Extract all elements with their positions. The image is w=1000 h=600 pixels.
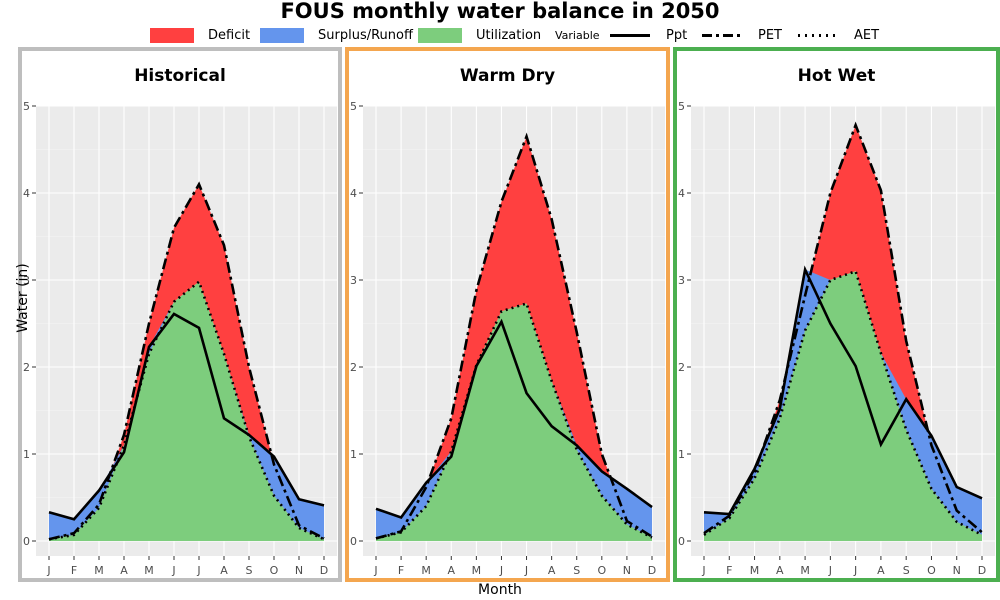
x-tick-label-0: M [94, 564, 104, 577]
x-tick-label-2: J [701, 564, 705, 577]
x-tick-label-1: D [648, 564, 656, 577]
panel-title-1: Warm Dry [459, 66, 556, 86]
legend-label-pet: PET [758, 27, 782, 43]
x-tick-label-2: N [953, 564, 961, 577]
x-tick-label-1: F [398, 564, 404, 577]
x-tick-label-0: A [220, 564, 228, 577]
y-tick-label-0: 4 [23, 187, 30, 200]
pet-line-2 [703, 121, 983, 535]
y-axis-label: Water (in) [15, 263, 31, 333]
y-tick-label-0: 2 [23, 361, 30, 374]
legend-label-utilization: Utilization [476, 27, 542, 43]
legend-item-surplus: Surplus/Runoff [260, 25, 413, 45]
panel-title-0: Historical [134, 66, 226, 86]
y-tick-label-1: 2 [350, 361, 357, 374]
x-tick-label-0: A [120, 564, 128, 577]
surplus-area-2 [704, 269, 982, 535]
x-tick-label-1: J [499, 564, 503, 577]
legend-item-deficit: Deficit [150, 25, 250, 45]
legend-item-ppt: Ppt [608, 25, 687, 45]
utilization-area-0 [49, 281, 324, 541]
x-tick-label-2: J [853, 564, 857, 577]
x-tick-label-2: F [726, 564, 732, 577]
legend-label-ppt: Ppt [666, 27, 688, 43]
x-tick-label-2: A [776, 564, 784, 577]
y-tick-label-2: 0 [678, 535, 685, 548]
y-tick-label-0: 1 [23, 448, 30, 461]
pet-line-0 [48, 181, 325, 541]
deficit-area-1 [376, 136, 652, 539]
y-tick-label-1: 1 [350, 448, 357, 461]
y-tick-label-2: 3 [678, 274, 685, 287]
x-tick-label-2: D [978, 564, 986, 577]
x-tick-label-0: M [144, 564, 154, 577]
x-tick-label-1: A [448, 564, 456, 577]
utilization-area-1 [376, 303, 652, 541]
legend-variable-title-text: Variable [555, 28, 600, 42]
y-tick-label-2: 5 [678, 100, 685, 113]
y-tick-label-0: 5 [23, 100, 30, 113]
x-tick-label-2: J [828, 564, 832, 577]
x-tick-label-2: O [927, 564, 936, 577]
x-tick-label-1: J [373, 564, 377, 577]
x-tick-label-0: J [171, 564, 175, 577]
legend-variable-title: Variable [555, 25, 600, 45]
legend-item-utilization: Utilization [418, 25, 541, 45]
x-tick-label-1: M [421, 564, 431, 577]
pet-line-1 [375, 132, 653, 540]
x-tick-label-1: O [597, 564, 606, 577]
y-tick-label-1: 5 [350, 100, 357, 113]
x-tick-label-1: N [623, 564, 631, 577]
x-axis-label: Month [478, 582, 522, 598]
legend-item-aet: AET [796, 25, 879, 45]
y-tick-label-2: 2 [678, 361, 685, 374]
aet-line-0 [48, 279, 325, 541]
legend-swatch-utilization [418, 27, 462, 43]
y-tick-label-2: 4 [678, 187, 685, 200]
ppt-line-2 [703, 265, 983, 516]
legend-item-pet: PET [700, 25, 782, 45]
x-tick-label-0: D [320, 564, 328, 577]
ppt-line-0 [48, 312, 325, 521]
x-tick-label-2: M [750, 564, 760, 577]
y-tick-label-0: 3 [23, 274, 30, 287]
x-tick-label-0: J [196, 564, 200, 577]
x-tick-label-1: M [472, 564, 482, 577]
y-tick-label-1: 4 [350, 187, 357, 200]
y-tick-label-2: 1 [678, 448, 685, 461]
legend-line-pet [702, 33, 742, 37]
panel-title-2: Hot Wet [797, 66, 876, 86]
y-tick-label-1: 0 [350, 535, 357, 548]
legend: Deficit Surplus/Runoff Utilization Varia… [0, 25, 1000, 45]
x-tick-label-1: S [573, 564, 580, 577]
legend-swatch-surplus [260, 27, 304, 43]
x-tick-label-0: O [270, 564, 279, 577]
y-tick-label-1: 3 [350, 274, 357, 287]
aet-line-1 [375, 301, 653, 540]
ppt-line-1 [375, 318, 653, 520]
x-tick-label-0: J [46, 564, 50, 577]
x-tick-label-0: N [295, 564, 303, 577]
x-tick-label-2: A [877, 564, 885, 577]
legend-swatch-deficit [150, 27, 194, 43]
legend-label-surplus: Surplus/Runoff [318, 27, 413, 43]
x-tick-label-2: M [800, 564, 810, 577]
y-tick-label-0: 0 [23, 535, 30, 548]
utilization-area-2 [704, 271, 982, 541]
surplus-area-0 [49, 281, 324, 540]
x-tick-label-0: F [71, 564, 77, 577]
x-tick-label-1: A [548, 564, 556, 577]
legend-label-aet: AET [854, 27, 880, 43]
legend-label-deficit: Deficit [208, 27, 251, 43]
legend-line-ppt [610, 33, 650, 37]
x-tick-label-0: S [246, 564, 253, 577]
x-tick-label-2: S [903, 564, 910, 577]
x-tick-label-1: J [524, 564, 528, 577]
chart-title: FOUS monthly water balance in 2050 [280, 0, 720, 23]
